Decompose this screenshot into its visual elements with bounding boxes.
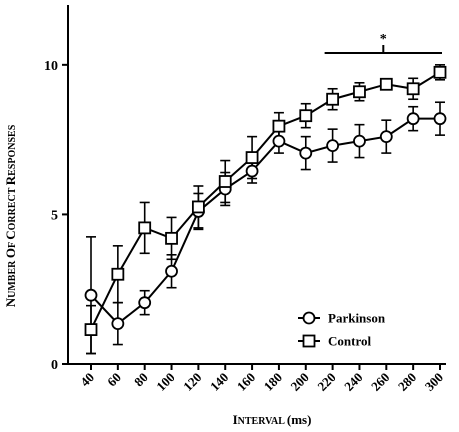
data-point xyxy=(272,119,286,133)
x-tick-label: 180 xyxy=(261,370,285,394)
data-point xyxy=(353,85,366,99)
x-tick-label: 280 xyxy=(395,370,419,394)
x-tick-label: 200 xyxy=(287,370,311,394)
y-axis-title: NUMBER OF CORRECT RESPONSES xyxy=(3,124,18,307)
x-tick-label: 260 xyxy=(368,370,392,394)
data-point xyxy=(406,82,420,96)
x-axis-title: INTERVAL (ms) xyxy=(233,412,312,427)
data-point xyxy=(165,264,178,278)
data-point xyxy=(111,267,125,281)
data-point xyxy=(138,296,152,310)
x-tick-label: 240 xyxy=(341,370,365,394)
data-point xyxy=(245,151,259,164)
data-point xyxy=(353,134,366,148)
y-tick-label: 10 xyxy=(44,59,58,74)
data-point xyxy=(299,109,313,123)
data-point xyxy=(326,92,340,106)
x-tick-label: 120 xyxy=(180,370,204,394)
markers-parkinson xyxy=(84,112,447,331)
data-point xyxy=(379,130,393,144)
series-layer xyxy=(84,64,447,355)
legend-item-control: Control xyxy=(298,334,371,349)
legend: Parkinson Control xyxy=(298,311,386,349)
markers-control xyxy=(84,65,447,336)
data-point xyxy=(406,112,420,126)
data-point xyxy=(272,134,286,148)
x-tick-label: 60 xyxy=(104,370,124,390)
data-point xyxy=(84,288,98,302)
axes: 0 5 10 40 60 80 100 120 140 160 180 200 220 240 260 280… xyxy=(44,5,446,394)
x-tick-label: 300 xyxy=(422,370,446,394)
y-tick-label: 5 xyxy=(51,208,58,223)
data-point xyxy=(299,146,313,160)
data-point xyxy=(245,164,259,178)
data-point xyxy=(379,77,393,91)
legend-item-parkinson: Parkinson xyxy=(298,311,386,326)
x-tick-label: 160 xyxy=(234,370,258,394)
x-tick-label: 220 xyxy=(314,370,338,394)
data-point xyxy=(433,112,447,126)
x-tick-label: 140 xyxy=(207,370,231,394)
data-point xyxy=(138,221,152,235)
data-point xyxy=(218,175,232,188)
x-tick-label: 40 xyxy=(77,370,97,390)
series-control xyxy=(86,64,445,355)
legend-marker xyxy=(302,334,316,348)
x-tick-label: 80 xyxy=(131,370,151,390)
annotations: * xyxy=(324,32,442,54)
data-point xyxy=(433,65,447,79)
data-point xyxy=(84,323,98,336)
data-point xyxy=(326,139,340,153)
y-tick-label: 0 xyxy=(51,358,58,373)
data-point xyxy=(165,231,178,245)
legend-label: Parkinson xyxy=(328,311,386,326)
data-point xyxy=(111,317,125,331)
series-line xyxy=(90,117,440,325)
significance-star: * xyxy=(380,32,387,47)
x-tick-label: 100 xyxy=(153,370,177,394)
data-point xyxy=(191,200,205,214)
legend-label: Control xyxy=(328,334,371,349)
legend-marker xyxy=(302,311,316,325)
